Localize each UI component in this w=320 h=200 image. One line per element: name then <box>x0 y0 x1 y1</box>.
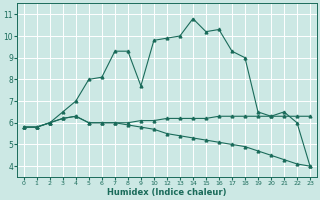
X-axis label: Humidex (Indice chaleur): Humidex (Indice chaleur) <box>107 188 227 197</box>
